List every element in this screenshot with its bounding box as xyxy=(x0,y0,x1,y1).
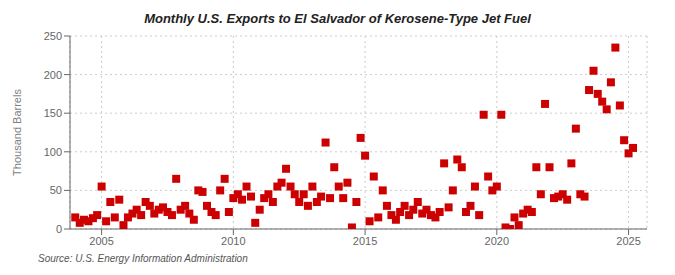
svg-text:2010: 2010 xyxy=(221,235,245,247)
svg-text:150: 150 xyxy=(44,107,62,119)
svg-text:200: 200 xyxy=(44,69,62,81)
svg-text:2025: 2025 xyxy=(616,235,640,247)
html-text:Source: U.S. Energy Informatio: Source: U.S. Energy Information Administ… xyxy=(38,253,248,264)
svg-text:0: 0 xyxy=(56,223,62,235)
svg-text:100: 100 xyxy=(44,146,62,158)
svg-text:50: 50 xyxy=(50,184,62,196)
svg-text:Thousand Barrels: Thousand Barrels xyxy=(11,89,23,176)
svg-text:2020: 2020 xyxy=(485,235,509,247)
svg-text:2015: 2015 xyxy=(353,235,377,247)
svg-text:2005: 2005 xyxy=(89,235,113,247)
html-text:Monthly U.S. Exports to El Sal: Monthly U.S. Exports to El Salvador of K… xyxy=(144,11,531,26)
svg-text:250: 250 xyxy=(44,30,62,42)
